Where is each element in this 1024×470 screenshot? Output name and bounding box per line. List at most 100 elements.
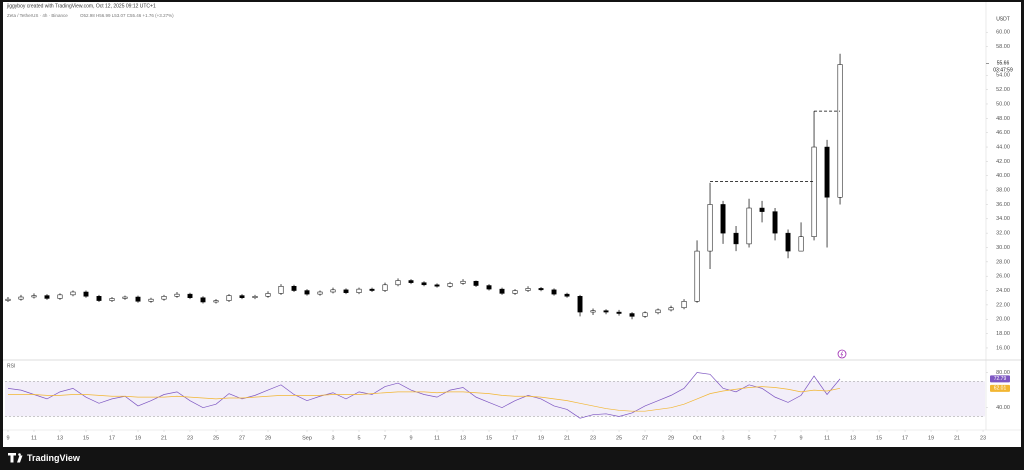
candle-body (265, 293, 271, 297)
candle-body (278, 285, 284, 294)
y-tick-label: 38.00 (996, 188, 1010, 194)
candle-body (317, 291, 323, 295)
x-tick-label: 19 (538, 435, 544, 441)
x-tick-label: 19 (928, 435, 934, 441)
x-tick-label: 7 (383, 435, 386, 441)
x-tick-label: 21 (161, 435, 167, 441)
candle-body (616, 311, 622, 314)
y-tick-label: 32.00 (996, 231, 1010, 237)
y-tick-label: 16.00 (996, 345, 1010, 351)
y-tick-label: 46.00 (996, 130, 1010, 136)
candle-body (356, 288, 362, 293)
candle-body (395, 280, 401, 286)
x-tick-label: 13 (850, 435, 856, 441)
candle-body (421, 282, 427, 286)
candle-body (486, 285, 492, 290)
last-value-badge (990, 384, 1010, 392)
rsi-band (5, 381, 985, 417)
brand-name: TradingView (27, 453, 81, 463)
x-tick-label: 13 (57, 435, 63, 441)
candle-body (551, 289, 557, 295)
ohlc-line: O52.98 H56.99 L53.07 C55.46 +1.76 (+3.27… (80, 13, 174, 18)
x-tick-label: 29 (265, 435, 271, 441)
candle-body (460, 280, 466, 284)
x-tick-label: 5 (357, 435, 360, 441)
candle-body (57, 294, 63, 299)
symbol-line: Zeta / TetherUS · 4h · Binance (7, 13, 68, 18)
candle-body (369, 288, 375, 291)
candle-body (707, 204, 713, 252)
x-tick-label: 17 (109, 435, 115, 441)
x-tick-label: 11 (31, 435, 37, 441)
author-line: jiggyboy created with TradingView.com, O… (6, 3, 156, 9)
y-tick-label: 30.00 (996, 245, 1010, 251)
x-tick-label: 23 (590, 435, 596, 441)
y-tick-label: 24.00 (996, 288, 1010, 294)
candle-body (161, 296, 167, 300)
candle-body (642, 312, 648, 317)
y-tick-label: 22.00 (996, 302, 1010, 308)
y-tick-label: 60.00 (996, 30, 1010, 36)
y-tick-label: 20.00 (996, 317, 1010, 323)
candle-body (44, 295, 50, 299)
brand-logo-dot (18, 453, 21, 456)
y-tick-label: 80.00 (996, 370, 1010, 376)
footer-bar (0, 447, 1024, 470)
x-tick-label: 19 (135, 435, 141, 441)
candle-body (785, 232, 791, 252)
candle-body (746, 207, 752, 245)
last-value-label: 62.01 (994, 386, 1007, 392)
candle-body (187, 293, 193, 298)
candle-body (434, 284, 440, 287)
candle-body (720, 204, 726, 234)
candle-body (694, 250, 700, 302)
currency-label: USDT (996, 16, 1010, 22)
candle-body (668, 307, 674, 311)
y-tick-label: 44.00 (996, 144, 1010, 150)
y-tick-label: 40.00 (996, 405, 1010, 411)
candle-body (330, 289, 336, 293)
rsi-line (7, 372, 841, 419)
candle-body (408, 280, 414, 283)
candle-body (226, 295, 232, 301)
x-tick-label: 3 (331, 435, 334, 441)
rsi-line (7, 386, 841, 412)
candle-body (837, 64, 843, 198)
y-tick-label: 28.00 (996, 259, 1010, 265)
candle-body (239, 295, 245, 298)
candle-body (473, 280, 479, 286)
candle-body (83, 291, 89, 297)
x-tick-label: 9 (6, 435, 9, 441)
x-tick-label: 17 (512, 435, 518, 441)
x-tick-label: 9 (409, 435, 412, 441)
x-tick-label: 7 (774, 435, 777, 441)
candle-body (512, 290, 518, 294)
candle-body (135, 296, 141, 302)
candle-body (603, 310, 609, 313)
candle-body (681, 301, 687, 309)
brand-logo (8, 453, 23, 463)
y-tick-label: 40.00 (996, 173, 1010, 179)
x-tick-label: 15 (486, 435, 492, 441)
candle-body (70, 291, 76, 296)
y-tick-label: 58.00 (996, 44, 1010, 50)
x-tick-label: 23 (980, 435, 986, 441)
candle-body (5, 298, 11, 301)
countdown-label: 03:47:59 (993, 68, 1013, 74)
x-tick-label: 25 (213, 435, 219, 441)
x-tick-label: 11 (824, 435, 830, 441)
y-tick-label: 34.00 (996, 216, 1010, 222)
x-tick-label: 11 (434, 435, 440, 441)
x-tick-label: 25 (616, 435, 622, 441)
candle-body (343, 289, 349, 293)
x-tick-label: 21 (564, 435, 570, 441)
candle-body (31, 295, 37, 298)
event-icon-bolt (840, 351, 843, 357)
x-tick-label: Oct (693, 435, 702, 441)
y-tick-label: 18.00 (996, 331, 1010, 337)
y-tick-label: 36.00 (996, 202, 1010, 208)
candle-body (577, 296, 583, 313)
candle-body (174, 293, 180, 297)
